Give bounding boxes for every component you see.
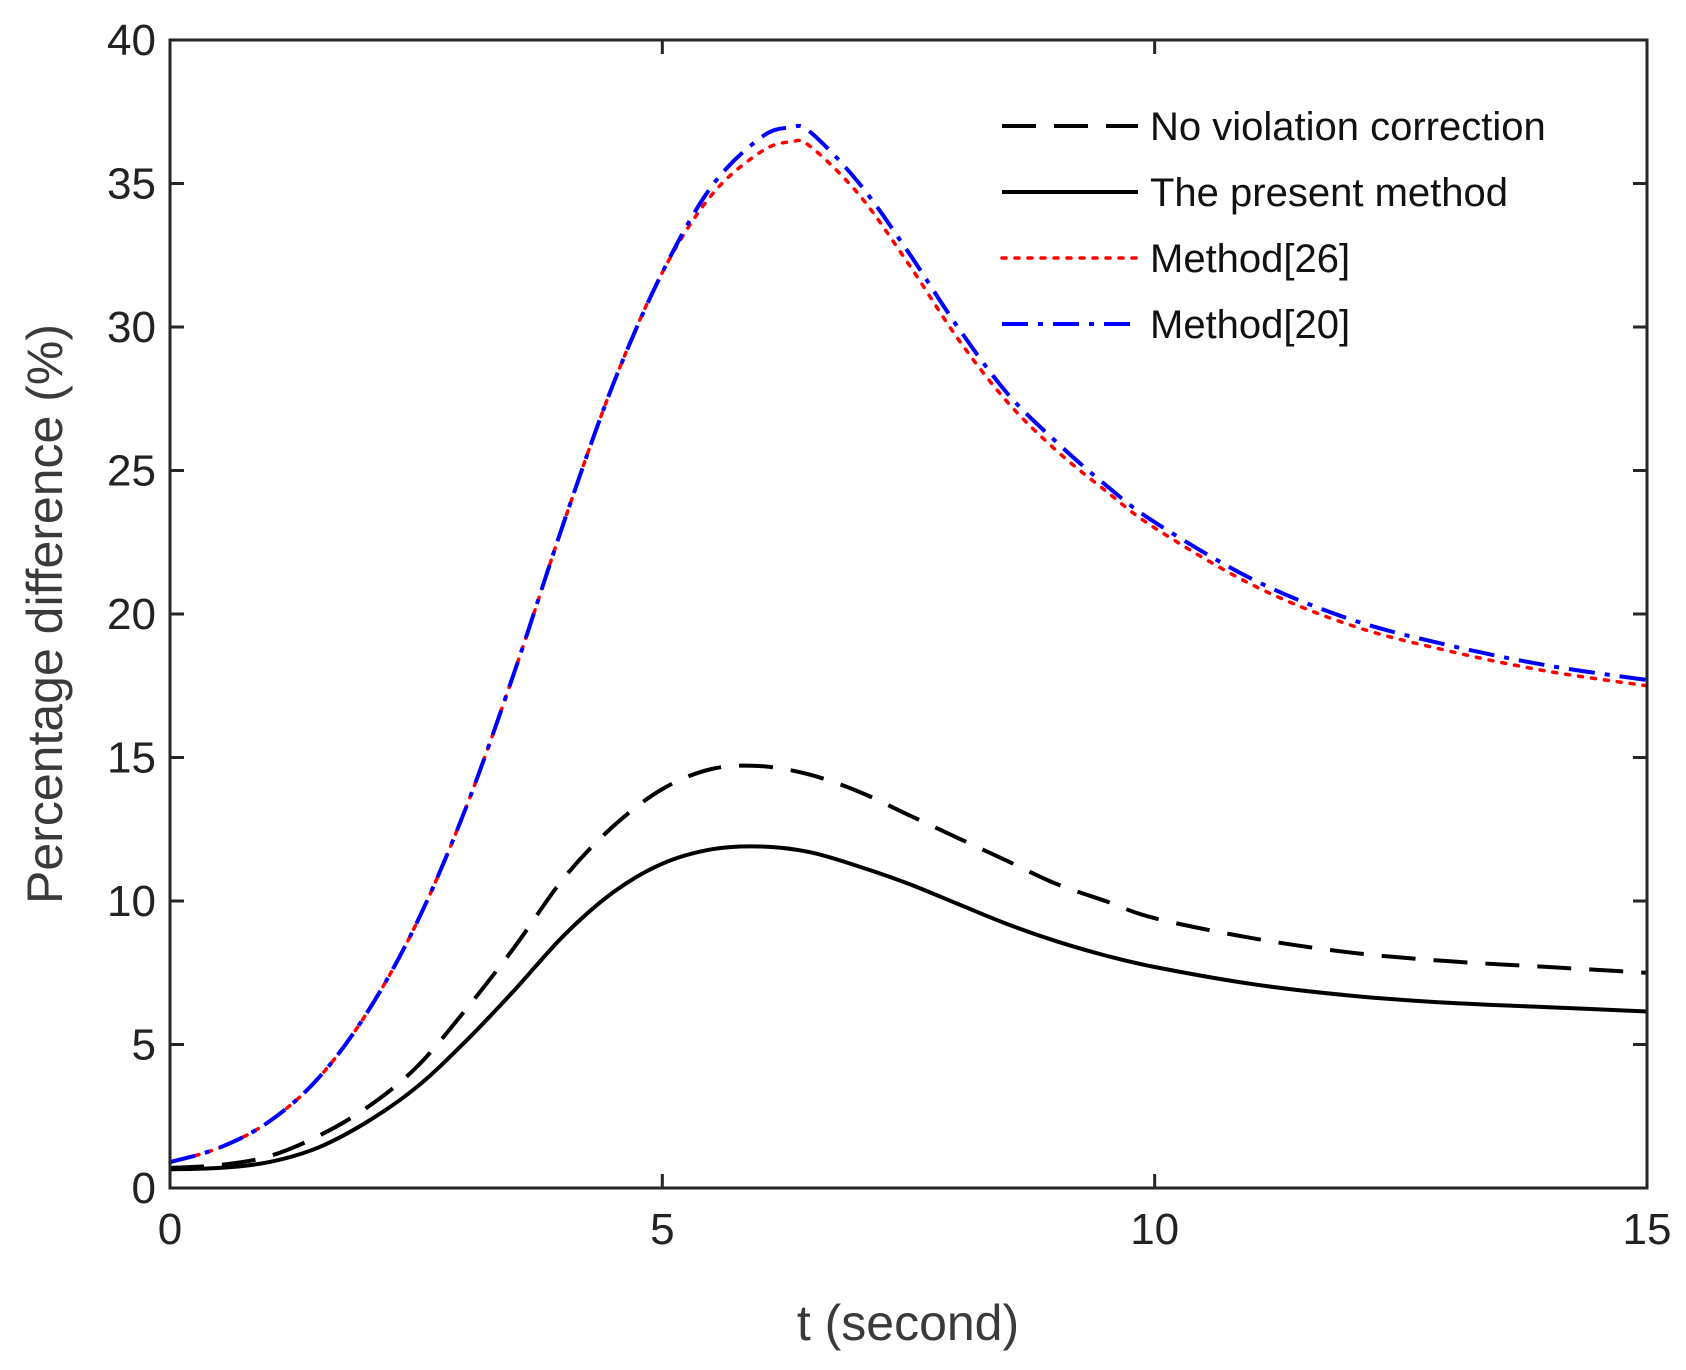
series-line-the-present-method — [169, 844, 1648, 1172]
legend-label-method-20: Method[20] — [1150, 303, 1350, 347]
y-tick-label: 20 — [107, 590, 156, 639]
x-tick-label: 10 — [1130, 1205, 1179, 1254]
legend-label-method-26: Method[26] — [1150, 237, 1350, 281]
plot-background — [170, 40, 1647, 1188]
y-tick-label: 0 — [132, 1164, 156, 1213]
y-tick-label: 10 — [107, 877, 156, 926]
y-tick-label: 5 — [132, 1021, 156, 1070]
series-layer — [168, 123, 1649, 1172]
x-axis-title: t (second) — [797, 1295, 1019, 1351]
y-axis-title: Percentage difference (%) — [17, 324, 73, 904]
plot-frame — [168, 38, 1649, 1190]
y-tick-label: 40 — [107, 16, 156, 65]
x-tick-label: 0 — [158, 1205, 182, 1254]
series-line-method-20 — [169, 123, 1648, 1165]
legend: No violation correction The present metho… — [1000, 105, 1546, 347]
legend-label-the-present-method: The present method — [1150, 171, 1508, 215]
y-tick-label: 15 — [107, 734, 156, 783]
y-tick-label: 30 — [107, 303, 156, 352]
x-tick-label: 15 — [1623, 1205, 1672, 1254]
legend-label-no-violation-correction: No violation correction — [1150, 105, 1546, 149]
y-tick-label: 25 — [107, 447, 156, 496]
x-tick-label: 5 — [650, 1205, 674, 1254]
y-tick-label: 35 — [107, 160, 156, 209]
series-line-no-violation-correction — [169, 763, 1648, 1170]
